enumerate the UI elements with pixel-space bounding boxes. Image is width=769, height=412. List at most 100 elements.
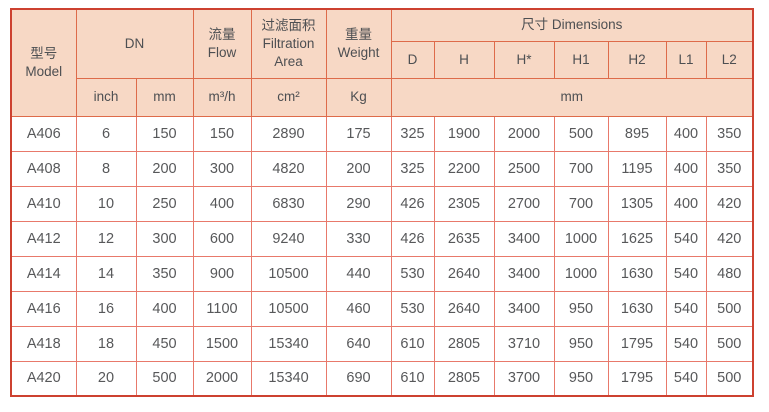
- dim-h-cell: 2305: [433, 185, 495, 222]
- dim-h2-cell: 1625: [607, 220, 667, 257]
- dim-d-cell: 610: [390, 360, 435, 397]
- unit-flow: m³/h: [192, 77, 252, 117]
- header-model: 型号 Model: [10, 8, 77, 117]
- weight-cell: 290: [325, 185, 392, 222]
- unit-mm: mm: [135, 77, 194, 117]
- dim-d-cell: 325: [390, 150, 435, 187]
- area-cell: 9240: [250, 220, 327, 257]
- dim-hstar-cell: 3710: [493, 325, 555, 362]
- area-cell: 15340: [250, 325, 327, 362]
- dim-l2-cell: 350: [705, 115, 754, 152]
- dim-d-cell: 530: [390, 255, 435, 292]
- header-dimensions: 尺寸 Dimensions: [390, 8, 754, 42]
- dim-h2-cell: 1630: [607, 255, 667, 292]
- flow-cell: 600: [192, 220, 252, 257]
- dn-inch-cell: 6: [75, 115, 137, 152]
- dim-h-cell: 2640: [433, 255, 495, 292]
- dim-h2-cell: 1795: [607, 325, 667, 362]
- table-row: A416 16 400 1100 10500 460 530 2640 3400 950 1630 5…: [10, 290, 754, 327]
- flow-cell: 900: [192, 255, 252, 292]
- dn-mm-cell: 200: [135, 150, 194, 187]
- header-dim-h: H: [433, 40, 495, 79]
- flow-cell: 1500: [192, 325, 252, 362]
- table-row: A414 14 350 900 10500 440 530 2640 3400 1000 1630 5…: [10, 255, 754, 292]
- header-dn: DN: [75, 8, 194, 79]
- dim-h2-cell: 1795: [607, 360, 667, 397]
- dn-inch-cell: 8: [75, 150, 137, 187]
- dn-inch-cell: 14: [75, 255, 137, 292]
- header-weight-zh: 重量: [345, 27, 372, 43]
- area-cell: 15340: [250, 360, 327, 397]
- header-flow-zh: 流量: [208, 27, 236, 43]
- dim-d-cell: 530: [390, 290, 435, 327]
- weight-cell: 330: [325, 220, 392, 257]
- area-cell: 4820: [250, 150, 327, 187]
- dim-h-cell: 2805: [433, 360, 495, 397]
- header-dim-d: D: [390, 40, 435, 79]
- flow-cell: 400: [192, 185, 252, 222]
- header-dim-h2: H2: [607, 40, 667, 79]
- model-cell: A416: [10, 290, 77, 327]
- dim-hstar-cell: 2700: [493, 185, 555, 222]
- dim-h-cell: 2640: [433, 290, 495, 327]
- weight-cell: 440: [325, 255, 392, 292]
- header-dim-hstar: H*: [493, 40, 555, 79]
- dim-l1-cell: 400: [665, 115, 707, 152]
- dim-d-cell: 426: [390, 220, 435, 257]
- weight-cell: 640: [325, 325, 392, 362]
- model-cell: A410: [10, 185, 77, 222]
- header-weight-en: Weight: [337, 44, 380, 60]
- dn-inch-cell: 16: [75, 290, 137, 327]
- dn-inch-cell: 20: [75, 360, 137, 397]
- dn-mm-cell: 450: [135, 325, 194, 362]
- dn-mm-cell: 500: [135, 360, 194, 397]
- dn-mm-cell: 400: [135, 290, 194, 327]
- dim-l1-cell: 400: [665, 150, 707, 187]
- dim-l1-cell: 540: [665, 220, 707, 257]
- dim-d-cell: 325: [390, 115, 435, 152]
- area-cell: 2890: [250, 115, 327, 152]
- header-row-2: D H H* H1 H2 L1 L2: [11, 40, 754, 79]
- model-cell: A420: [10, 360, 77, 397]
- dim-hstar-cell: 3400: [493, 290, 555, 327]
- table-row: A412 12 300 600 9240 330 426 2635 3400 1000 1625 54…: [10, 220, 754, 257]
- flow-cell: 2000: [192, 360, 252, 397]
- flow-cell: 1100: [192, 290, 252, 327]
- dim-hstar-cell: 2500: [493, 150, 555, 187]
- dim-l1-cell: 540: [665, 290, 707, 327]
- dim-h2-cell: 1630: [607, 290, 667, 327]
- flow-cell: 300: [192, 150, 252, 187]
- model-cell: A414: [10, 255, 77, 292]
- dn-mm-cell: 250: [135, 185, 194, 222]
- dim-d-cell: 426: [390, 185, 435, 222]
- dn-mm-cell: 350: [135, 255, 194, 292]
- dim-l2-cell: 350: [705, 150, 754, 187]
- dim-l1-cell: 400: [665, 185, 707, 222]
- header-model-zh: 型号: [30, 46, 58, 62]
- area-cell: 10500: [250, 290, 327, 327]
- dim-hstar-cell: 3400: [493, 255, 555, 292]
- header-flow-en: Flow: [207, 44, 237, 60]
- dim-h-cell: 1900: [433, 115, 495, 152]
- dim-l2-cell: 420: [705, 220, 754, 257]
- unit-area: cm²: [250, 77, 327, 117]
- dn-inch-cell: 12: [75, 220, 137, 257]
- header-row-units: inch mm m³/h cm² Kg mm: [11, 77, 754, 117]
- table-row: A408 8 200 300 4820 200 325 2200 2500 700 1195 400 3…: [10, 150, 754, 187]
- table-row: A410 10 250 400 6830 290 426 2305 2700 700 1305 400…: [10, 185, 754, 222]
- header-filtration-area: 过滤面积 Filtration Area: [250, 8, 327, 79]
- table-row: A418 18 450 1500 15340 640 610 2805 3710 950 1795 5…: [10, 325, 754, 362]
- dim-l1-cell: 540: [665, 255, 707, 292]
- weight-cell: 690: [325, 360, 392, 397]
- dim-h2-cell: 895: [607, 115, 667, 152]
- dim-l2-cell: 420: [705, 185, 754, 222]
- header-dim-l2: L2: [705, 40, 754, 79]
- dim-l2-cell: 480: [705, 255, 754, 292]
- dim-h2-cell: 1305: [607, 185, 667, 222]
- weight-cell: 460: [325, 290, 392, 327]
- area-cell: 10500: [250, 255, 327, 292]
- dim-l1-cell: 540: [665, 360, 707, 397]
- dim-h-cell: 2805: [433, 325, 495, 362]
- dim-l1-cell: 540: [665, 325, 707, 362]
- header-weight: 重量 Weight: [325, 8, 392, 79]
